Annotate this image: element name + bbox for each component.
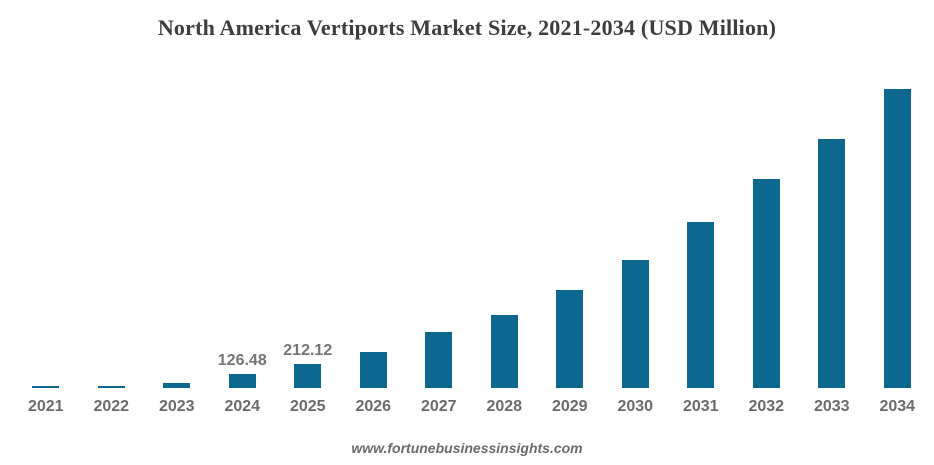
bar-column-2022 [79,58,145,388]
bar-2024 [228,373,256,388]
bar-2027 [425,332,453,388]
bar-2030 [621,260,649,388]
x-tick-2031: 2031 [682,398,719,415]
x-tick-2033: 2033 [813,398,850,415]
bar-column-2028 [472,58,538,388]
x-tick-2027: 2027 [420,398,457,415]
bar-2022 [97,385,125,388]
bar-2021 [32,385,60,388]
bar-column-2025: 212.12 [275,58,341,388]
bar-column-2034 [865,58,931,388]
chart-title: North America Vertiports Market Size, 20… [157,15,777,40]
bar-2033 [818,139,846,388]
bar-2029 [556,290,584,388]
bar-2032 [752,179,780,388]
bar-2034 [883,89,911,388]
bar-2025 [294,364,322,388]
bar-column-2027 [406,58,472,388]
bar-column-2032 [734,58,800,388]
bar-column-2030 [603,58,669,388]
x-tick-2032: 2032 [748,398,785,415]
x-tick-2029: 2029 [551,398,588,415]
bar-column-2033 [799,58,865,388]
bar-column-2023 [144,58,210,388]
x-axis: 2021 2022 2023 2024 2025 2026 2027 2028 2029 2030… [13,398,930,416]
plot-area: 126.48 212.12 [13,58,930,388]
bar-column-2026 [341,58,407,388]
bar-column-2031 [668,58,734,388]
x-tick-2024: 2024 [224,398,261,415]
x-tick-2022: 2022 [93,398,130,415]
bar-column-2021 [13,58,79,388]
watermark: www.fortunebusinessinsights.com [351,440,583,456]
x-tick-2034: 2034 [879,398,916,415]
x-tick-2030: 2030 [617,398,654,415]
x-tick-2025: 2025 [289,398,326,415]
x-tick-2028: 2028 [486,398,523,415]
bar-2023 [163,383,191,388]
bar-2031 [687,222,715,388]
x-tick-2023: 2023 [158,398,195,415]
value-label-2025: 212.12 [283,342,333,359]
bar-column-2029 [537,58,603,388]
value-label-2024: 126.48 [217,351,267,369]
x-tick-2021: 2021 [27,398,64,415]
bar-column-2024: 126.48 [210,58,276,388]
x-tick-2026: 2026 [355,398,392,415]
bar-2028 [490,315,518,388]
bar-2026 [359,352,387,388]
